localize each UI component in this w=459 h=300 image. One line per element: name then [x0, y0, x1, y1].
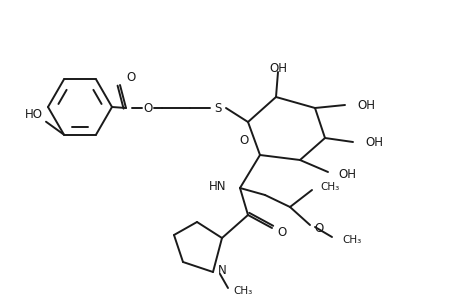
Text: OH: OH: [337, 169, 355, 182]
Text: CH₃: CH₃: [341, 235, 360, 245]
Text: O: O: [276, 226, 285, 238]
Text: HO: HO: [25, 108, 43, 121]
Text: OH: OH: [269, 62, 286, 75]
Text: CH₃: CH₃: [319, 182, 339, 192]
Text: S: S: [214, 101, 221, 115]
Text: OH: OH: [364, 136, 382, 148]
Text: O: O: [126, 70, 135, 83]
Text: O: O: [239, 134, 248, 146]
Text: CH₃: CH₃: [233, 286, 252, 296]
Text: HN: HN: [208, 179, 225, 193]
Text: N: N: [218, 263, 226, 277]
Text: OH: OH: [356, 98, 374, 112]
Text: O: O: [313, 223, 323, 236]
Text: O: O: [143, 101, 152, 115]
